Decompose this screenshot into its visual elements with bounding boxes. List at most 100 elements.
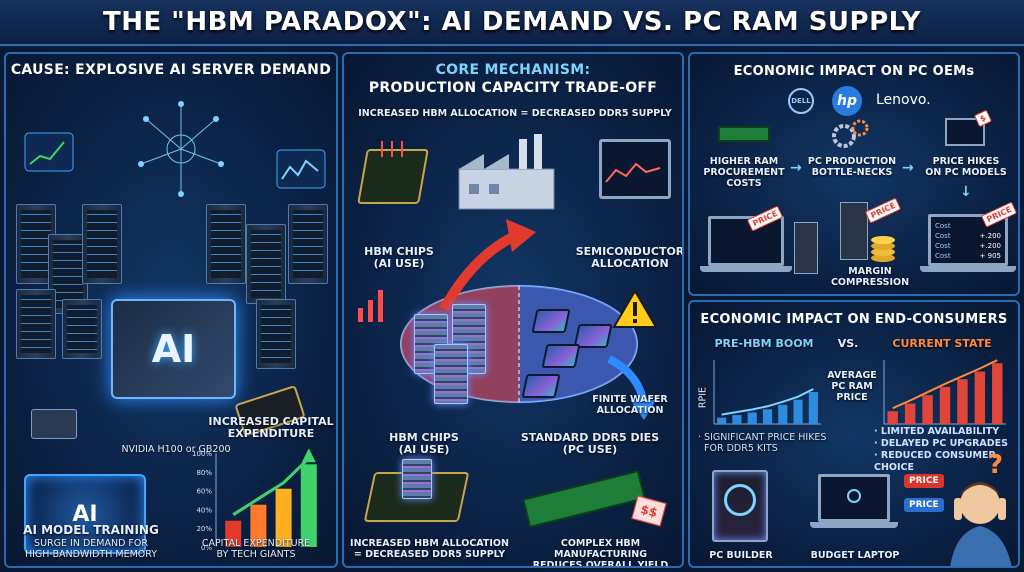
capex-title: INCREASED CAPITAL EXPENDITURE: [208, 415, 334, 440]
cur-chart-bar: [904, 403, 916, 424]
laptop-base: [810, 522, 898, 528]
server-rack: [82, 204, 122, 284]
stressed-person-icon: [950, 482, 1012, 566]
margin-compression: MARGIN COMPRESSION: [830, 266, 910, 288]
capex-trend-line: [232, 457, 310, 516]
training-subtitle: SURGE IN DEMAND FOR HIGH-BANDWIDTH MEMOR…: [24, 538, 158, 560]
semi-allocation-label: SEMICONDUCTOR ALLOCATION: [575, 245, 684, 270]
hp-logo: hp: [832, 86, 862, 116]
pc-builder-label: PC BUILDER: [709, 550, 773, 561]
training-title: AI MODEL TRAINING: [23, 523, 159, 537]
ai-chip: AI: [111, 299, 236, 399]
gears-icon: [832, 119, 869, 148]
pc-tower-icon: [794, 222, 818, 274]
capex-tick-label: 20%: [196, 525, 212, 533]
ram-icon: [718, 126, 770, 142]
effect-item: · REDUCED CONSUMER CHOICE: [874, 450, 996, 473]
budget-laptop-icon: [818, 474, 890, 522]
pre-chart-bar: [747, 412, 757, 424]
cur-chart-bar: [992, 363, 1003, 424]
question-mark-icon: ?: [988, 450, 1004, 480]
coins-icon: [871, 236, 895, 262]
budget-laptop-label: BUDGET LAPTOP: [810, 550, 900, 561]
pre-chart-trend-line: [721, 388, 814, 416]
cause-panel: CAUSE: EXPLOSIVE AI SERVER DEMAND AI: [4, 52, 338, 568]
pc-builder-icon: [712, 470, 768, 542]
mechanism-title: CORE MECHANISM:: [435, 62, 591, 78]
ram-price-tag: $$: [631, 495, 667, 527]
monitor-chart-icon: [605, 162, 661, 183]
hbm-stack: [402, 459, 432, 499]
rising-bars-icon: [358, 290, 383, 322]
hbm-ai-label-top: HBM CHIPS (AI USE): [364, 245, 434, 270]
hbm-stack: [434, 344, 468, 404]
oem-panel: ECONOMIC IMPACT ON PC OEMs DELL hp Lenov…: [688, 52, 1020, 296]
server-tower-icon: [840, 202, 868, 260]
price-label-blue: PRICE: [904, 498, 944, 512]
pre-chart-bar: [778, 404, 788, 424]
mechanism-subtitle: PRODUCTION CAPACITY TRADE-OFF: [368, 80, 658, 96]
server-rack: [206, 204, 246, 284]
pre-hbm-chart: [713, 360, 821, 425]
arrow-right-icon: →: [790, 160, 802, 176]
capex-tick-label: 40%: [196, 506, 212, 514]
ddr5-dies-label: STANDARD DDR5 DIES (PC USE): [520, 431, 660, 456]
cost-row: Cost: [935, 222, 951, 230]
mechanism-caption: INCREASED HBM ALLOCATION = DECREASED DDR…: [358, 108, 672, 119]
neural-network-icon: [138, 101, 224, 197]
cost-value: +.200: [979, 242, 1001, 250]
axis-label: RPIE: [697, 386, 709, 409]
pre-chart-bar: [808, 392, 818, 424]
capex-tick-label: 60%: [196, 488, 212, 496]
consumer-panel: ECONOMIC IMPACT ON END-CONSUMERS PRE-HBM…: [688, 300, 1020, 568]
decrease-arrow-icon: [607, 355, 656, 420]
cur-chart-trend-line: [892, 359, 998, 410]
server-rack: [246, 224, 286, 304]
cause-title: CAUSE: EXPLOSIVE AI SERVER DEMAND: [10, 62, 332, 78]
server-rack: [256, 299, 296, 369]
factory-icon: [458, 134, 555, 210]
cur-chart-bar: [939, 386, 951, 424]
ai-brain-icon: AI: [24, 474, 146, 554]
bottom-right-caption: COMPLEX HBM MANUFACTURING REDUCES OVERAL…: [532, 538, 669, 568]
ddr5-die: [541, 344, 581, 368]
server-rack: [62, 299, 102, 359]
monitor-icon: [599, 139, 671, 199]
title-bar: THE "HBM PARADOX": AI DEMAND VS. PC RAM …: [0, 0, 1024, 46]
dell-logo: DELL: [788, 88, 814, 114]
current-state-label: CURRENT STATE: [892, 337, 992, 350]
growth-chart-icon: [24, 132, 74, 172]
gpu-chip-icon: [31, 409, 77, 439]
effect-item: · DELAYED PC UPGRADES: [874, 438, 1008, 449]
cur-chart-bar: [887, 411, 898, 424]
current-state-chart: [883, 359, 1006, 425]
consumer-effects-list: · LIMITED AVAILABILITY · DELAYED PC UPGR…: [874, 426, 1018, 474]
pre-chart-bar: [732, 415, 742, 424]
laptop-icon: [708, 216, 784, 266]
increase-arrow-icon: [439, 219, 536, 312]
price-hike-note: · SIGNIFICANT PRICE HIKES FOR DDR5 KITS: [698, 432, 827, 454]
capex-tick-label: 0%: [201, 544, 212, 552]
avg-price-label: AVERAGE PC RAM PRICE: [827, 370, 877, 403]
capex-tick-label: 100%: [192, 450, 212, 458]
cur-chart-bar: [922, 395, 933, 424]
ddr5-die: [521, 374, 561, 398]
oem-title: ECONOMIC IMPACT ON PC OEMs: [733, 64, 975, 79]
cur-chart-bar: [957, 379, 968, 424]
step-bottlenecks: PC PRODUCTION BOTTLE-NECKS: [807, 156, 897, 178]
pre-hbm-label: PRE-HBM BOOM: [714, 337, 814, 350]
step-higher-costs: HIGHER RAM PROCUREMENT COSTS: [703, 156, 785, 189]
finite-wafer-label: FINITE WAFER ALLOCATION: [592, 394, 668, 416]
pre-chart-bar: [762, 409, 773, 424]
brain-label: AI: [72, 501, 98, 527]
laptop-base: [920, 266, 1016, 272]
effect-item: · LIMITED AVAILABILITY: [874, 426, 1000, 437]
capex-arrow: [301, 449, 316, 463]
capex-tick-label: 80%: [196, 469, 212, 477]
pre-chart-bar: [717, 417, 727, 424]
lenovo-logo: Lenovo.: [876, 92, 931, 108]
arrow-down-icon: ↓: [960, 184, 972, 200]
cost-row: Cost: [935, 242, 951, 250]
arrow-right-icon: →: [902, 160, 914, 176]
cost-row: Cost: [935, 232, 951, 240]
